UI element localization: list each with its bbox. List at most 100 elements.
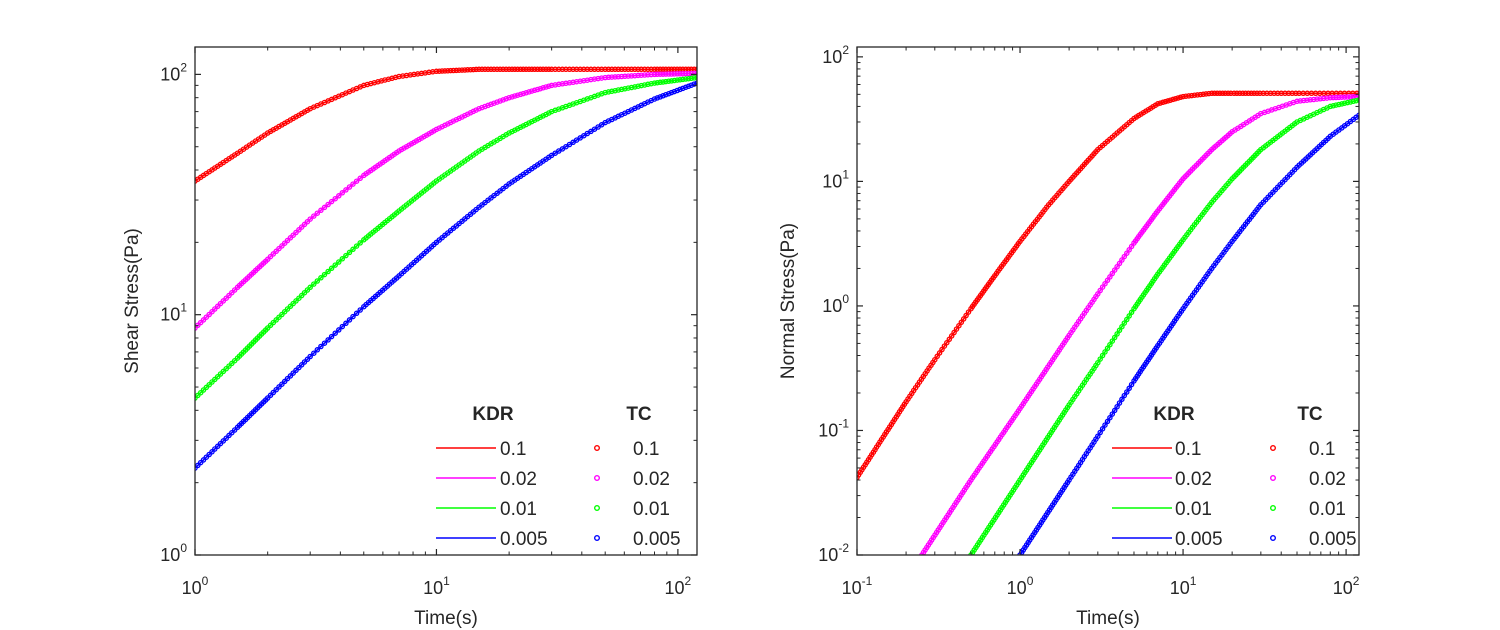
tc-marker-0.005 — [209, 449, 215, 455]
tc-marker-0.01 — [1336, 101, 1342, 108]
tc-marker-0.02 — [645, 72, 651, 78]
tc-marker-0.01 — [645, 81, 651, 88]
tc-marker-0.01 — [296, 295, 302, 301]
legend-marker-swatch — [1269, 505, 1276, 512]
tc-marker-0.005 — [339, 323, 346, 330]
tc-marker-0.1 — [965, 309, 972, 315]
tc-marker-0.1 — [1194, 92, 1201, 98]
tc-marker-0.1 — [1188, 92, 1195, 99]
tc-marker-0.02 — [197, 319, 204, 326]
tc-marker-0.02 — [1330, 94, 1336, 101]
tc-marker-0.1 — [523, 66, 529, 73]
legend-marker-swatch — [594, 505, 601, 512]
tc-marker-0.02 — [609, 74, 615, 80]
tc-marker-0.1 — [615, 66, 622, 73]
tc-marker-0.02 — [694, 70, 697, 77]
tc-marker-0.01 — [1330, 103, 1336, 109]
tc-marker-0.02 — [543, 84, 549, 90]
tc-marker-0.01 — [328, 265, 335, 272]
tc-marker-0.02 — [622, 73, 628, 80]
tc-marker-0.02 — [343, 187, 349, 193]
legend-row: 0.01 0.01 — [436, 499, 670, 520]
legend-tc-label: 0.005 — [1309, 529, 1357, 550]
tc-marker-0.01 — [682, 76, 689, 82]
tc-marker-0.02 — [206, 311, 212, 318]
tc-marker-0.005 — [290, 370, 296, 376]
tc-marker-0.01 — [321, 271, 328, 278]
tc-marker-0.02 — [509, 94, 515, 100]
tc-marker-0.01 — [660, 79, 666, 85]
tc-marker-0.01 — [279, 311, 285, 318]
tc-marker-0.1 — [1211, 90, 1218, 97]
tc-marker-0.005 — [332, 330, 338, 336]
tc-marker-0.01 — [1350, 98, 1357, 105]
tc-marker-0.02 — [1317, 96, 1324, 102]
tc-marker-0.1 — [1222, 90, 1229, 97]
tc-marker-0.005 — [200, 457, 207, 463]
tc-marker-0.01 — [657, 79, 663, 86]
tc-marker-0.1 — [456, 67, 462, 73]
tc-marker-0.02 — [520, 90, 527, 97]
tc-marker-0.1 — [1197, 91, 1204, 98]
tc-marker-0.005 — [217, 440, 224, 447]
tc-marker-0.1 — [470, 66, 477, 73]
tc-marker-0.1 — [559, 66, 566, 73]
tc-marker-0.02 — [336, 193, 342, 199]
tc-marker-0.005 — [1109, 411, 1116, 417]
tc-marker-0.02 — [506, 94, 512, 101]
tc-marker-0.02 — [1294, 98, 1300, 105]
plot-frame — [856, 46, 1360, 556]
legend-kdr-label: 0.01 — [500, 499, 537, 520]
tc-marker-0.1 — [520, 66, 527, 73]
tc-marker-0.1 — [581, 66, 587, 73]
tc-marker-0.02 — [264, 256, 271, 263]
tc-marker-0.02 — [615, 73, 622, 80]
tc-marker-0.01 — [651, 80, 658, 86]
tc-marker-0.1 — [464, 67, 471, 73]
tc-marker-0.005 — [688, 82, 695, 88]
tc-marker-0.1 — [442, 68, 448, 74]
tc-marker-0.01 — [609, 88, 615, 95]
tc-marker-0.1 — [1172, 95, 1179, 102]
tc-marker-0.02 — [523, 90, 529, 96]
tc-marker-0.1 — [1160, 99, 1166, 106]
tc-marker-0.01 — [264, 325, 271, 331]
tc-marker-0.02 — [353, 178, 360, 184]
tc-marker-0.01 — [357, 240, 363, 246]
tick-layer: 10-1 100 101 102 10-2 10-1 100 101 102 — [818, 43, 1359, 598]
tc-marker-0.01 — [1107, 341, 1113, 348]
tc-marker-0.01 — [212, 376, 218, 383]
tc-marker-0.005 — [307, 353, 313, 360]
y-tick-label: 10-2 — [818, 541, 849, 565]
tc-marker-0.01 — [298, 292, 305, 299]
tc-marker-0.005 — [203, 454, 210, 460]
tc-marker-0.02 — [546, 83, 552, 89]
tc-marker-0.1 — [433, 68, 440, 75]
y-axis-title: Shear Stress(Pa) — [122, 228, 143, 374]
tc-marker-0.01 — [674, 77, 680, 83]
tc-marker-0.1 — [651, 66, 658, 73]
tc-marker-0.02 — [284, 237, 291, 244]
tc-marker-0.01 — [301, 289, 308, 296]
tc-marker-0.01 — [318, 275, 324, 281]
tc-marker-0.005 — [674, 87, 680, 94]
tc-marker-0.005 — [1121, 392, 1128, 399]
tc-marker-0.01 — [1104, 345, 1111, 352]
legend-tc-label: 0.01 — [1309, 499, 1346, 520]
tc-marker-0.01 — [1121, 320, 1128, 326]
tc-marker-0.005 — [223, 435, 229, 441]
tc-marker-0.005 — [654, 95, 661, 101]
tc-marker-0.01 — [325, 268, 331, 275]
legend-header-tc: TC — [626, 404, 652, 425]
tc-marker-0.02 — [1356, 93, 1359, 100]
tc-marker-0.02 — [671, 71, 678, 77]
tc-marker-0.01 — [1333, 102, 1339, 108]
tc-marker-0.02 — [212, 306, 218, 312]
tc-marker-0.02 — [632, 72, 638, 79]
legend-tc-label: 0.02 — [1309, 469, 1346, 490]
legend-row: 0.1 0.1 — [1112, 439, 1335, 460]
tc-marker-0.005 — [197, 459, 204, 466]
tc-marker-0.02 — [1304, 97, 1310, 103]
y-tick-label: 100 — [822, 292, 849, 316]
tc-marker-0.01 — [1126, 313, 1132, 319]
